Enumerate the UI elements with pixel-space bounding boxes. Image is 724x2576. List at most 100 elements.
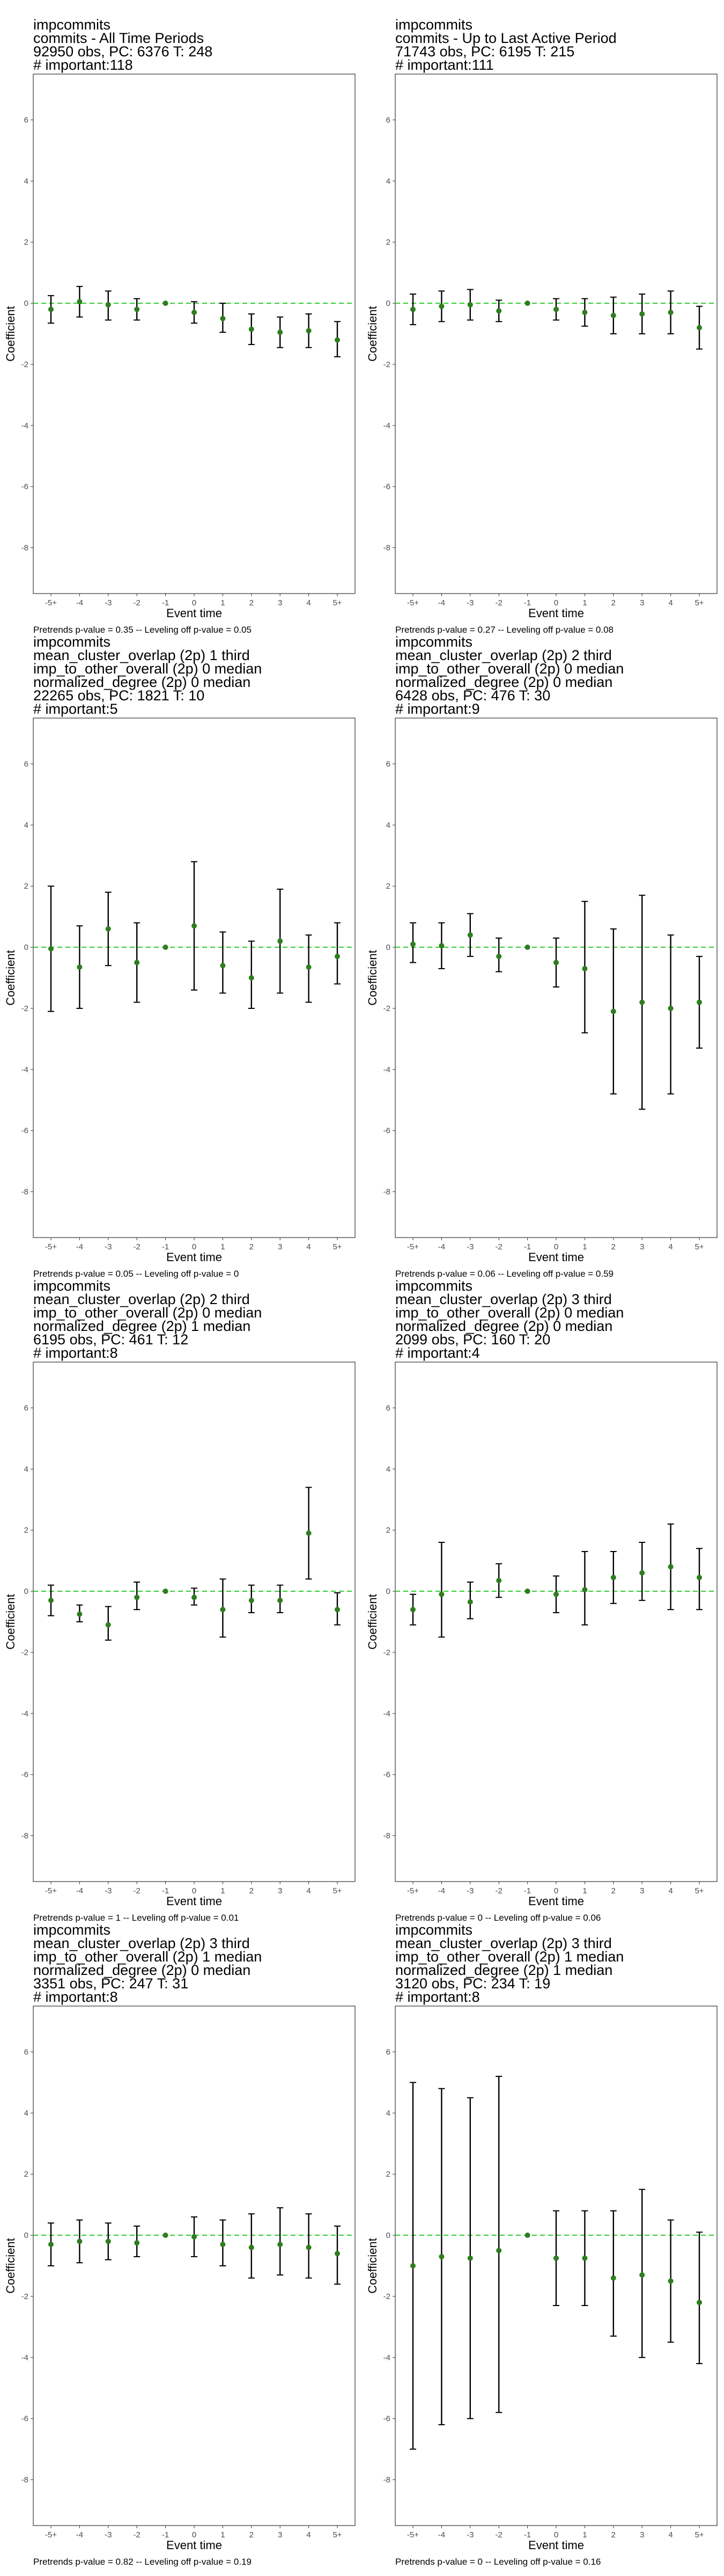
y-tick-label: -2 [21,360,28,369]
x-tick-label: -2 [496,1242,503,1252]
y-tick-label: 2 [24,882,28,891]
panel-title: impcommits mean_cluster_overlap (2p) 3 th… [395,1923,624,2004]
x-tick-label: 3 [278,2530,282,2540]
y-tick-label: 4 [386,821,390,830]
plot-frame [33,2006,356,2526]
y-tick-label: -2 [383,2292,390,2301]
x-tick-label: 2 [611,598,616,608]
y-tick-label: 6 [24,2047,28,2057]
coefficient-point [582,310,588,316]
y-axis-title: Coefficient [366,950,379,1006]
coefficient-point [582,2255,588,2261]
y-tick-label: 0 [386,299,390,308]
event-study-panel: -8 -6 -4 -2 0 2 4 6 -5+ -4 -3 -2 -1 0 1 2 3 4 5+ Coefficien… [0,0,362,644]
x-tick-label: 5+ [695,1242,704,1252]
x-tick-label: -2 [496,1886,503,1896]
y-tick-label: -8 [21,1188,28,1197]
coefficient-point [697,999,702,1005]
x-tick-label: 3 [278,1886,282,1896]
y-tick-label: 2 [386,238,390,247]
x-tick-label: -3 [105,1886,112,1896]
x-tick-label: 3 [640,2530,644,2540]
coefficient-point [248,326,254,332]
y-tick-label: -2 [21,1648,28,1657]
y-tick-label: 0 [386,1587,390,1596]
y-tick-label: -2 [21,2292,28,2301]
x-axis-title: Event time [528,1250,584,1264]
coefficient-point [524,1589,530,1594]
panel-plot: -8 -6 -4 -2 0 2 4 6 -5+ -4 -3 -2 -1 0 1 2 3 4 5+ Coefficien… [366,1362,718,1908]
y-tick-label: -4 [21,421,28,430]
coefficient-point [277,938,283,944]
coefficient-point [467,1599,473,1605]
coefficient-point [335,954,340,960]
x-tick-label: 0 [554,1242,558,1252]
coefficient-point [335,2251,340,2257]
coefficient-point [639,311,645,317]
x-tick-label: 4 [306,1242,311,1252]
y-tick-label: 0 [24,943,28,952]
panel-title-line: imp_to_other_overall (2p) 0 median [33,661,262,677]
x-tick-label: 1 [582,1886,587,1896]
y-axis-title: Coefficient [4,306,17,362]
y-tick-label: -2 [21,1004,28,1013]
x-tick-label: -1 [162,1886,169,1896]
y-tick-label: 2 [24,1526,28,1535]
coefficient-point [105,926,111,932]
coefficient-point [105,2238,111,2244]
x-tick-label: 0 [192,598,196,608]
x-tick-label: -3 [467,1242,474,1252]
plot-frame [395,74,718,594]
coefficient-point [553,2255,559,2261]
event-study-panel: -8 -6 -4 -2 0 2 4 6 -5+ -4 -3 -2 -1 0 1 2 3 4 5+ Coefficien… [0,635,362,1288]
panel-title: impcommits mean_cluster_overlap (2p) 3 th… [33,1923,262,2004]
panel-plot: -8 -6 -4 -2 0 2 4 6 -5+ -4 -3 -2 -1 0 1 2 3 4 5+ Coefficien… [4,2006,356,2552]
x-tick-label: -3 [467,2530,474,2540]
x-tick-label: -5+ [45,598,57,608]
panel-title-line: commits - All Time Periods [33,30,204,46]
y-axis-title: Coefficient [4,950,17,1006]
panel-title-line: normalized_degree (2p) 1 median [33,1318,251,1334]
coefficient-point [77,2238,83,2244]
coefficient-point [48,2242,54,2248]
x-tick-label: 4 [668,1886,673,1896]
y-tick-label: 6 [24,115,28,125]
x-tick-label: -4 [438,1242,445,1252]
x-axis-title: Event time [528,2538,584,2552]
coefficient-point [610,1008,616,1014]
y-tick-label: 2 [386,1526,390,1535]
y-tick-label: -4 [21,1709,28,1718]
y-tick-label: 6 [386,115,390,125]
x-tick-label: 5+ [695,1886,704,1896]
panel-title-line: imp_to_other_overall (2p) 0 median [395,661,624,677]
x-tick-label: -4 [438,2530,445,2540]
x-tick-label: 3 [278,1242,282,1252]
panel-title-line: impcommits [33,17,111,33]
x-tick-label: 2 [249,1242,254,1252]
y-tick-label: -4 [21,1065,28,1074]
coefficient-point [335,337,340,343]
x-tick-label: 5+ [333,2530,342,2540]
coefficient-point [496,2248,502,2253]
y-tick-label: -2 [383,1648,390,1657]
panel-title-line: # important:9 [395,701,480,717]
y-tick-label: -6 [21,1126,28,1136]
panel-title-line: normalized_degree (2p) 1 median [395,1962,613,1978]
y-tick-label: -8 [383,1188,390,1197]
x-tick-label: 2 [611,1886,616,1896]
coefficient-point [439,303,445,309]
plot-frame [33,1362,356,1882]
y-tick-label: -8 [383,544,390,553]
event-study-panel: -8 -6 -4 -2 0 2 4 6 -5+ -4 -3 -2 -1 0 1 2 3 4 5+ Coefficien… [362,0,724,644]
y-tick-label: -6 [383,482,390,492]
coefficient-point [524,2233,530,2238]
panel-plot: -8 -6 -4 -2 0 2 4 6 -5+ -4 -3 -2 -1 0 1 2 3 4 5+ Coefficien… [4,74,356,620]
x-tick-label: -2 [134,598,141,608]
x-tick-label: -1 [524,1886,531,1896]
panel-title-line: mean_cluster_overlap (2p) 3 third [33,1935,250,1951]
panel-plot: -8 -6 -4 -2 0 2 4 6 -5+ -4 -3 -2 -1 0 1 2 3 4 5+ Coefficien… [366,2006,718,2552]
x-tick-label: 4 [668,1242,673,1252]
y-tick-label: -2 [383,360,390,369]
coefficient-point [410,2263,416,2268]
x-tick-label: -3 [467,598,474,608]
